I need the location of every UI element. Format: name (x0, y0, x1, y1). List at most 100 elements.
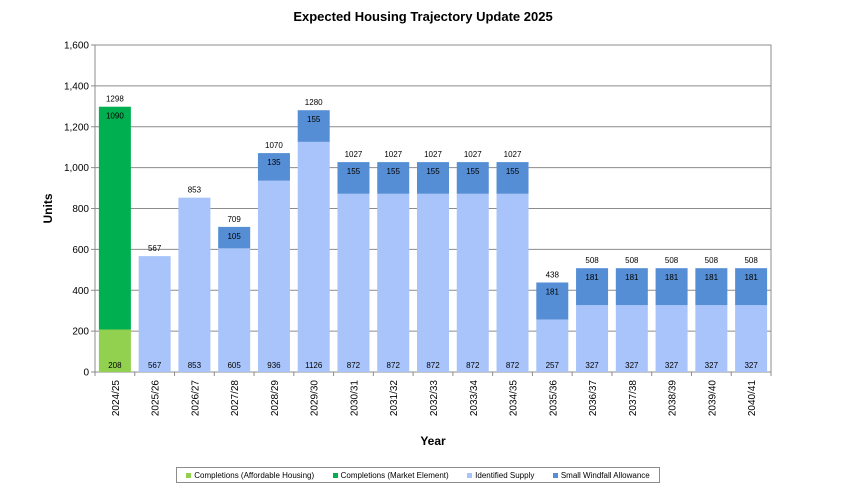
bar-segment (735, 305, 768, 372)
data-label: 155 (347, 167, 361, 176)
bar-segment (655, 268, 688, 306)
legend-swatch-identified (467, 472, 473, 478)
bar-segment (417, 193, 449, 372)
bar-segment (735, 268, 768, 306)
data-label: 155 (466, 167, 480, 176)
bar-segment (496, 193, 529, 372)
bar-segment (98, 329, 131, 372)
data-label: 327 (625, 361, 639, 370)
data-label: 327 (585, 361, 599, 370)
data-label: 605 (227, 361, 241, 370)
data-label: 105 (227, 232, 241, 241)
y-tick-label: 1,000 (64, 163, 89, 174)
data-label: 181 (665, 273, 679, 282)
bar-segment (178, 197, 211, 372)
data-label: 872 (347, 361, 361, 370)
x-tick-label: 2035/36 (548, 380, 559, 417)
total-label: 567 (148, 244, 162, 253)
bar-segment (695, 305, 728, 372)
x-tick-label: 2028/29 (270, 380, 281, 417)
legend-swatch-affordable (186, 472, 192, 478)
data-label: 181 (705, 273, 719, 282)
total-label: 508 (744, 256, 758, 265)
total-label: 1027 (424, 150, 442, 159)
total-label: 1280 (305, 98, 323, 107)
bar-segment (695, 268, 728, 306)
data-label: 1090 (106, 112, 124, 121)
data-label: 155 (426, 167, 440, 176)
chart-title: Expected Housing Trajectory Update 2025 (293, 9, 553, 24)
data-label: 155 (307, 115, 321, 124)
total-label: 1070 (265, 141, 283, 150)
data-label: 181 (585, 273, 599, 282)
legend-label-windfall: Small Windfall Allowance (560, 470, 650, 480)
data-label: 135 (267, 158, 281, 167)
bar-segment (98, 106, 131, 330)
x-tick-label: 2026/27 (190, 380, 201, 417)
legend-label-identified: Identified Supply (475, 470, 535, 480)
bar-segment (536, 319, 569, 372)
legend-item-market: Completions (Market Element) (332, 470, 449, 480)
x-tick-label: 2039/40 (707, 380, 718, 417)
x-tick-label: 2033/34 (469, 380, 480, 417)
x-tick-label: 2038/39 (668, 380, 679, 417)
y-tick-label: 1,200 (64, 122, 89, 133)
y-tick-label: 800 (72, 204, 89, 215)
bar-segment (576, 305, 609, 372)
data-label: 181 (625, 273, 639, 282)
bar-segment (297, 141, 330, 372)
data-label: 257 (546, 361, 560, 370)
data-label: 936 (267, 361, 281, 370)
bar-segment (456, 162, 489, 194)
total-label: 1027 (345, 150, 363, 159)
total-label: 438 (546, 270, 560, 279)
legend-item-affordable: Completions (Affordable Housing) (186, 471, 314, 480)
total-label: 709 (227, 215, 241, 224)
legend-label-affordable: Completions (Affordable Housing) (194, 470, 315, 480)
bar-segment (218, 248, 251, 372)
legend-label-market: Completions (Market Element) (340, 470, 449, 480)
total-label: 508 (625, 256, 639, 265)
data-label: 1126 (305, 361, 323, 370)
total-label: 1027 (504, 150, 522, 159)
x-axis-title: Year (420, 434, 446, 448)
data-label: 327 (665, 361, 679, 370)
bar-segment (337, 193, 370, 372)
bar-segment (655, 305, 688, 372)
bar-segment (536, 282, 569, 320)
data-label: 181 (546, 287, 560, 296)
y-tick-label: 400 (72, 286, 89, 297)
bar-segment (257, 180, 290, 372)
data-label: 181 (744, 273, 758, 282)
bar-segment (377, 162, 410, 194)
x-tick-label: 2030/31 (349, 380, 360, 417)
x-tick-label: 2037/38 (628, 380, 639, 417)
bar-segment (417, 162, 449, 194)
data-label: 327 (705, 361, 719, 370)
total-label: 853 (188, 186, 202, 195)
y-tick-label: 0 (83, 368, 89, 379)
bar-segment (138, 256, 171, 372)
legend-item-identified: Identified Supply (467, 471, 534, 480)
total-label: 1027 (464, 150, 482, 159)
bar-segment (456, 193, 489, 372)
data-label: 872 (426, 361, 440, 370)
data-label: 567 (148, 361, 162, 370)
x-tick-label: 2025/26 (151, 380, 162, 417)
bar-segment (576, 268, 609, 306)
y-tick-label: 600 (72, 245, 89, 256)
x-tick-label: 2029/30 (310, 380, 321, 417)
data-label: 327 (744, 361, 758, 370)
bar-segment (496, 162, 529, 194)
total-label: 1027 (384, 150, 402, 159)
x-tick-label: 2024/25 (111, 380, 122, 417)
data-label: 155 (506, 167, 520, 176)
y-tick-label: 200 (72, 327, 89, 338)
x-tick-label: 2034/35 (509, 380, 520, 417)
data-label: 853 (188, 361, 202, 370)
data-label: 872 (387, 361, 401, 370)
chart-legend: Completions (Affordable Housing) Complet… (176, 467, 660, 483)
y-axis-title: Units (41, 193, 55, 223)
y-tick-label: 1,400 (64, 81, 89, 92)
